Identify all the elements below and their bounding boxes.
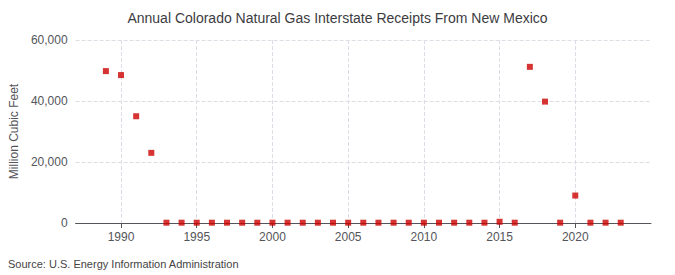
svg-text:Source: U.S. Energy Informatio: Source: U.S. Energy Information Administ… (8, 258, 239, 270)
svg-text:2020: 2020 (562, 230, 589, 244)
svg-text:1990: 1990 (108, 230, 135, 244)
svg-text:2010: 2010 (411, 230, 438, 244)
svg-text:40,000: 40,000 (31, 94, 68, 108)
svg-text:2015: 2015 (486, 230, 513, 244)
svg-text:20,000: 20,000 (31, 155, 68, 169)
svg-text:0: 0 (61, 216, 68, 230)
svg-text:Million Cubic Feet: Million Cubic Feet (7, 83, 21, 179)
svg-text:2000: 2000 (259, 230, 286, 244)
svg-text:Annual Colorado Natural Gas In: Annual Colorado Natural Gas Interstate R… (127, 10, 547, 26)
svg-text:1995: 1995 (183, 230, 210, 244)
svg-text:2005: 2005 (335, 230, 362, 244)
svg-text:60,000: 60,000 (31, 33, 68, 47)
